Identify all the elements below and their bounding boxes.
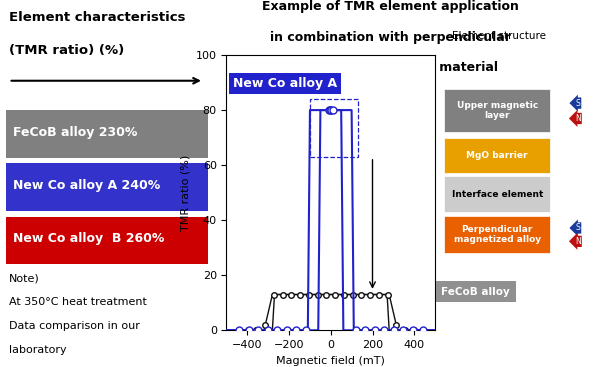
Text: laboratory: laboratory	[8, 345, 66, 355]
Text: FeCoB alloy: FeCoB alloy	[441, 287, 510, 297]
Text: New Co alloy A 240%: New Co alloy A 240%	[13, 179, 160, 192]
Y-axis label: TMR ratio (%): TMR ratio (%)	[180, 155, 190, 231]
Text: Example of TMR element application: Example of TMR element application	[262, 0, 519, 13]
Text: N: N	[575, 237, 581, 246]
Text: Data comparison in our: Data comparison in our	[8, 321, 139, 331]
Text: Perpendicular
magnetized alloy: Perpendicular magnetized alloy	[454, 225, 541, 244]
Bar	[444, 176, 550, 212]
Bar	[444, 138, 550, 174]
Bar	[7, 163, 208, 211]
Bar	[444, 216, 550, 253]
Text: MgO barrier: MgO barrier	[467, 151, 528, 160]
Text: At 350°C heat treatment: At 350°C heat treatment	[8, 297, 147, 307]
Bar	[7, 110, 208, 158]
Bar	[310, 99, 358, 157]
X-axis label: Magnetic field (mT): Magnetic field (mT)	[277, 356, 385, 366]
Bar	[7, 217, 208, 264]
Text: Element structure: Element structure	[452, 31, 545, 41]
Text: FeCoB alloy 230%: FeCoB alloy 230%	[13, 126, 137, 139]
Text: in combination with perpendicular: in combination with perpendicular	[269, 31, 510, 44]
Text: (TMR ratio) (%): (TMR ratio) (%)	[8, 44, 124, 57]
Text: S: S	[575, 224, 580, 232]
Text: S: S	[575, 99, 580, 108]
Text: Interface element: Interface element	[452, 189, 543, 199]
Text: Note): Note)	[8, 273, 39, 283]
Text: Element characteristics: Element characteristics	[8, 11, 185, 24]
Text: New Co alloy  B 260%: New Co alloy B 260%	[13, 232, 164, 245]
Bar	[444, 90, 550, 132]
Text: N: N	[575, 114, 581, 123]
Text: Upper magnetic
layer: Upper magnetic layer	[457, 101, 538, 120]
Text: New Co alloy A: New Co alloy A	[232, 77, 337, 90]
Text: magnetized magnetic material: magnetized magnetic material	[283, 61, 498, 75]
